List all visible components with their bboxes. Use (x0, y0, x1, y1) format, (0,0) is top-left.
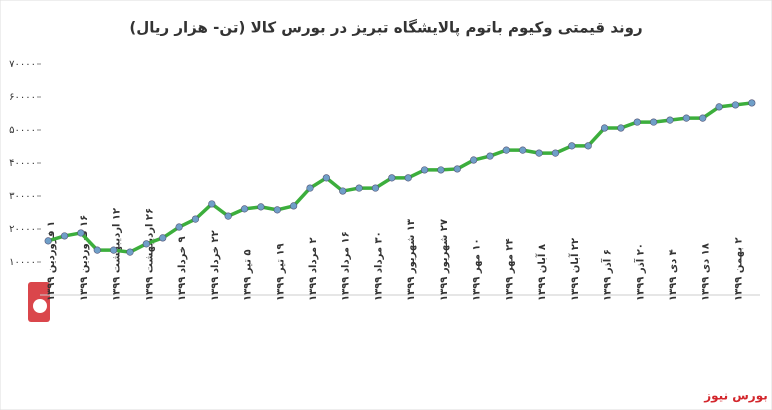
source: بورس نیوز (703, 389, 768, 404)
y-tick-label: ۴۰۰۰۰ (9, 158, 36, 169)
point (322, 174, 330, 182)
point (600, 124, 609, 132)
point (110, 246, 118, 254)
x-tick-label: ۲ مرداد ۱۳۹۹ (308, 237, 319, 301)
point (568, 142, 576, 150)
logo (28, 282, 50, 322)
point (126, 248, 134, 256)
point (191, 215, 200, 223)
point (240, 205, 249, 213)
point (470, 156, 478, 164)
point (535, 149, 543, 157)
x-tick-label: ۲۴ مهر ۱۳۹۹ (504, 238, 515, 301)
x-tick-label: ۱ فروردین ۱۳۹۹ (46, 221, 57, 301)
x-tick-label: ۲۷ شهریور ۱۳۹۹ (439, 219, 450, 301)
point (682, 114, 690, 122)
x-tick-label: ۱۰ مهر ۱۳۹۹ (472, 238, 483, 301)
x-tick-label: ۸ آبان ۱۳۹۹ (535, 244, 548, 301)
point (257, 203, 265, 211)
y-tick-label: ۶۰۰۰۰ (9, 92, 36, 103)
x-tick-label: ۱۸ دی ۱۳۹۹ (701, 243, 712, 301)
point (273, 206, 281, 214)
point (355, 184, 363, 192)
point (502, 146, 510, 154)
x-tick-label: ۲۲ خرداد ۱۳۹۹ (210, 230, 221, 301)
x-tick-label: ۴ دی ۱۳۹۹ (668, 249, 679, 301)
x-tick-label: ۶ آذر ۱۳۹۹ (601, 249, 614, 301)
point (159, 234, 167, 242)
x-tick-label: ۳۰ مرداد ۱۳۹۹ (373, 231, 384, 301)
point (731, 101, 740, 109)
point (453, 165, 461, 173)
point (60, 232, 69, 240)
point (208, 200, 216, 208)
x-tick-label: ۹ خرداد ۱۳۹۹ (177, 236, 188, 301)
point (748, 99, 756, 107)
point (93, 246, 101, 254)
x-tick-label: ۱۶ فروردین ۱۳۹۹ (79, 215, 90, 301)
point (715, 103, 723, 111)
x-tick-label: ۱۶ مرداد ۱۳۹۹ (341, 231, 352, 301)
point (437, 166, 445, 174)
point (699, 114, 707, 122)
point (666, 116, 674, 124)
point (388, 174, 396, 182)
x-tick-label: ۲۶ اردیبهشت ۱۳۹۹ (144, 208, 155, 301)
y-tick-label: ۳۰۰۰۰ (9, 191, 36, 202)
point (44, 237, 52, 245)
x-tick-label: ۱۹ تیر ۱۳۹۹ (275, 243, 286, 301)
point (371, 184, 380, 192)
point (486, 152, 494, 160)
x-tick-label: ۱۳ شهریور ۱۳۹۹ (406, 219, 417, 301)
point (77, 229, 85, 237)
point (142, 240, 150, 248)
x-tick-label: ۲ بهمن ۱۳۹۹ (733, 237, 744, 301)
point (420, 166, 429, 174)
point (650, 118, 658, 126)
point (175, 223, 183, 231)
x-tick-label: ۲۲ آبان ۱۳۹۹ (568, 238, 581, 301)
point (224, 212, 232, 220)
point (617, 124, 625, 132)
x-tick-label: ۲۰ آذر ۱۳۹۹ (633, 243, 646, 301)
point (404, 174, 412, 182)
y-tick-label: ۱۰۰۰۰ (9, 257, 36, 268)
point (306, 184, 314, 192)
y-tick-label: ۲۰۰۰۰ (9, 224, 36, 235)
y-tick-label: ۷۰۰۰۰ (9, 59, 36, 70)
x-tick-label: ۵ تیر ۱۳۹۹ (243, 249, 254, 301)
y-tick-label: ۵۰۰۰۰ (9, 125, 36, 136)
x-tick-label: ۱۲ اردیبهشت ۱۳۹۹ (112, 208, 123, 301)
point (633, 118, 641, 126)
point (290, 202, 298, 210)
point (519, 146, 527, 154)
point (584, 142, 592, 150)
point (339, 187, 347, 195)
point (551, 149, 560, 157)
chart-title: روند قیمتی وکیوم باتوم پالایشگاه تبریز د… (129, 19, 642, 38)
